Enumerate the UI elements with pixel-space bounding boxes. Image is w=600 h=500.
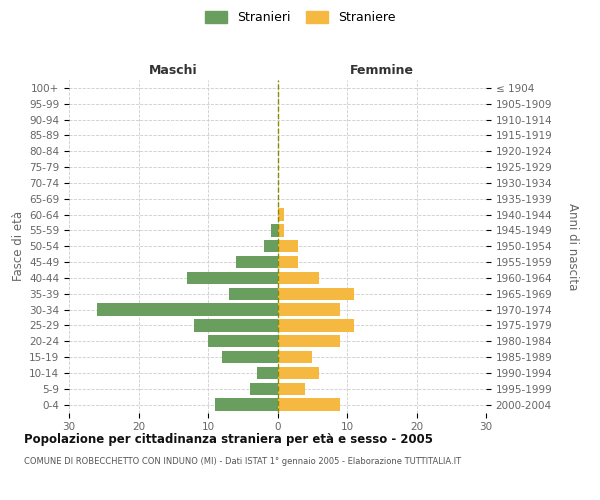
- Bar: [277, 382, 305, 395]
- Bar: [277, 335, 340, 347]
- Bar: [236, 256, 277, 268]
- Bar: [187, 272, 277, 284]
- Bar: [277, 224, 284, 236]
- Bar: [194, 319, 277, 332]
- Bar: [250, 382, 277, 395]
- Text: Popolazione per cittadinanza straniera per età e sesso - 2005: Popolazione per cittadinanza straniera p…: [24, 432, 433, 446]
- Bar: [277, 288, 354, 300]
- Bar: [277, 240, 298, 252]
- Text: Maschi: Maschi: [149, 64, 197, 77]
- Legend: Stranieri, Straniere: Stranieri, Straniere: [202, 8, 398, 26]
- Bar: [257, 366, 277, 379]
- Bar: [222, 351, 277, 364]
- Bar: [277, 256, 298, 268]
- Bar: [97, 304, 277, 316]
- Bar: [229, 288, 277, 300]
- Bar: [277, 319, 354, 332]
- Bar: [277, 398, 340, 411]
- Bar: [277, 304, 340, 316]
- Bar: [277, 366, 319, 379]
- Bar: [277, 272, 319, 284]
- Bar: [277, 351, 312, 364]
- Text: COMUNE DI ROBECCHETTO CON INDUNO (MI) - Dati ISTAT 1° gennaio 2005 - Elaborazion: COMUNE DI ROBECCHETTO CON INDUNO (MI) - …: [24, 458, 461, 466]
- Bar: [215, 398, 277, 411]
- Bar: [208, 335, 277, 347]
- Y-axis label: Fasce di età: Fasce di età: [12, 211, 25, 282]
- Text: Femmine: Femmine: [350, 64, 414, 77]
- Bar: [277, 208, 284, 221]
- Bar: [263, 240, 277, 252]
- Y-axis label: Anni di nascita: Anni di nascita: [566, 202, 580, 290]
- Bar: [271, 224, 277, 236]
